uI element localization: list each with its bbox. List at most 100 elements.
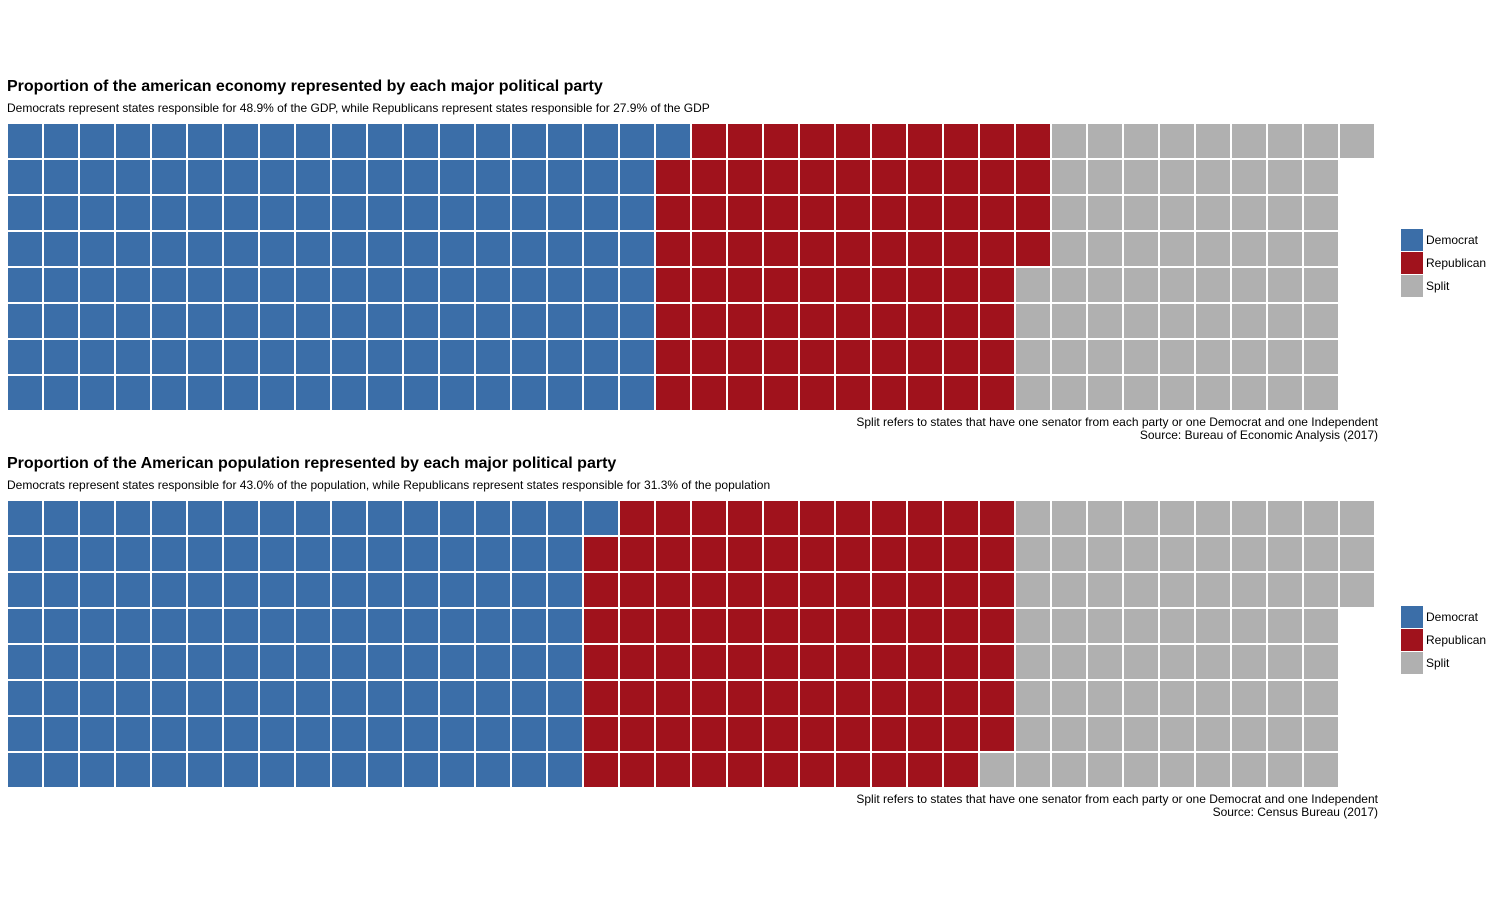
waffle-tile-democrat xyxy=(186,535,224,573)
waffle-tile-split xyxy=(1050,535,1088,573)
waffle-tile-republican xyxy=(834,338,872,376)
waffle-tile-democrat xyxy=(474,535,512,573)
waffle-tile-republican xyxy=(726,122,764,160)
waffle-tile-split xyxy=(1302,230,1340,268)
waffle-tile-democrat xyxy=(186,266,224,304)
waffle-tile-republican xyxy=(942,571,980,609)
caption-note: Split refers to states that have one sen… xyxy=(856,792,1378,806)
waffle-tile-republican xyxy=(870,194,908,232)
waffle-tile-democrat xyxy=(294,230,332,268)
waffle-tile-split xyxy=(1122,302,1160,340)
waffle-tile-republican xyxy=(942,679,980,717)
waffle-tile-republican xyxy=(762,751,800,789)
waffle-tile-split xyxy=(1194,499,1232,537)
waffle-tile-split xyxy=(1050,571,1088,609)
waffle-tile-democrat xyxy=(42,338,80,376)
waffle-tile-democrat xyxy=(150,499,188,537)
waffle-tile-democrat xyxy=(294,751,332,789)
waffle-tile-republican xyxy=(978,679,1016,717)
legend-label-republican: Republican xyxy=(1426,256,1487,270)
waffle-tile-republican xyxy=(834,499,872,537)
waffle-tile-democrat xyxy=(510,122,548,160)
waffle-tile-republican xyxy=(978,643,1016,681)
waffle-tile-republican xyxy=(906,535,944,573)
waffle-tile-split xyxy=(1230,571,1268,609)
waffle-tile-republican xyxy=(618,607,656,645)
waffle-tile-republican xyxy=(762,194,800,232)
waffle-tile-democrat xyxy=(402,338,440,376)
waffle-tile-democrat xyxy=(42,122,80,160)
waffle-tile-democrat xyxy=(78,643,116,681)
waffle-tile-split xyxy=(1050,679,1088,717)
waffle-tile-democrat xyxy=(114,158,152,196)
waffle-tile-split xyxy=(1230,194,1268,232)
waffle-tile-democrat xyxy=(78,266,116,304)
waffle-tile-republican xyxy=(618,751,656,789)
waffle-tile-split xyxy=(1194,715,1232,753)
waffle-tile-democrat xyxy=(510,751,548,789)
waffle-tile-republican xyxy=(834,158,872,196)
waffle-tile-republican xyxy=(798,122,836,160)
waffle-tile-republican xyxy=(906,607,944,645)
waffle-tile-split xyxy=(1194,607,1232,645)
waffle-tile-republican xyxy=(618,643,656,681)
waffle-tile-split xyxy=(1014,302,1052,340)
waffle-tile-republican xyxy=(870,338,908,376)
waffle-tile-democrat xyxy=(186,194,224,232)
waffle-tile-republican xyxy=(906,374,944,412)
waffle-tile-democrat xyxy=(222,302,260,340)
waffle-tile-democrat xyxy=(438,266,476,304)
waffle-tile-democrat xyxy=(438,679,476,717)
waffle-tile-democrat xyxy=(366,607,404,645)
waffle-tile-democrat xyxy=(150,374,188,412)
waffle-tile-democrat xyxy=(366,302,404,340)
waffle-tile-democrat xyxy=(366,643,404,681)
waffle-tile-democrat xyxy=(294,535,332,573)
waffle-tile-split xyxy=(1122,338,1160,376)
waffle-tile-republican xyxy=(834,230,872,268)
waffle-tile-democrat xyxy=(330,679,368,717)
waffle-tile-democrat xyxy=(366,679,404,717)
waffle-tile-republican xyxy=(726,194,764,232)
waffle-tile-democrat xyxy=(6,374,44,412)
chart-subtitle: Democrats represent states responsible f… xyxy=(7,478,771,492)
waffle-tile-democrat xyxy=(546,751,584,789)
waffle-tile-split xyxy=(1086,715,1124,753)
waffle-tile-democrat xyxy=(150,607,188,645)
waffle-tile-split xyxy=(1050,338,1088,376)
waffle-tile-democrat xyxy=(402,643,440,681)
waffle-tile-democrat xyxy=(582,338,620,376)
waffle-tile-split xyxy=(1194,266,1232,304)
waffle-tile-republican xyxy=(762,679,800,717)
waffle-tile-democrat xyxy=(42,715,80,753)
waffle-tile-republican xyxy=(726,158,764,196)
waffle-tile-democrat xyxy=(258,302,296,340)
waffle-tile-republican xyxy=(906,643,944,681)
waffle-tile-split xyxy=(1158,715,1196,753)
waffle-tile-split xyxy=(1266,374,1304,412)
waffle-tile-split xyxy=(1014,715,1052,753)
waffle-tile-split xyxy=(1230,338,1268,376)
waffle-tile-split xyxy=(978,751,1016,789)
waffle-tile-democrat xyxy=(582,374,620,412)
waffle-tile-republican xyxy=(834,266,872,304)
waffle-tile-democrat xyxy=(78,607,116,645)
waffle-tile-split xyxy=(1302,643,1340,681)
waffle-tile-republican xyxy=(654,499,692,537)
waffle-tile-split xyxy=(1122,374,1160,412)
waffle-tile-democrat xyxy=(114,230,152,268)
waffle-tile-split xyxy=(1158,230,1196,268)
waffle-tile-republican xyxy=(906,194,944,232)
waffle-tile-republican xyxy=(618,499,656,537)
waffle-tile-democrat xyxy=(186,679,224,717)
legend-label-democrat: Democrat xyxy=(1426,233,1479,247)
waffle-tile-democrat xyxy=(42,374,80,412)
waffle-tile-democrat xyxy=(474,302,512,340)
waffle-tile-democrat xyxy=(294,607,332,645)
waffle-tile-democrat xyxy=(402,499,440,537)
waffle-tile-democrat xyxy=(258,571,296,609)
waffle-tile-democrat xyxy=(6,535,44,573)
waffle-tile-split xyxy=(1014,266,1052,304)
waffle-tile-democrat xyxy=(402,266,440,304)
waffle-tile-democrat xyxy=(150,643,188,681)
